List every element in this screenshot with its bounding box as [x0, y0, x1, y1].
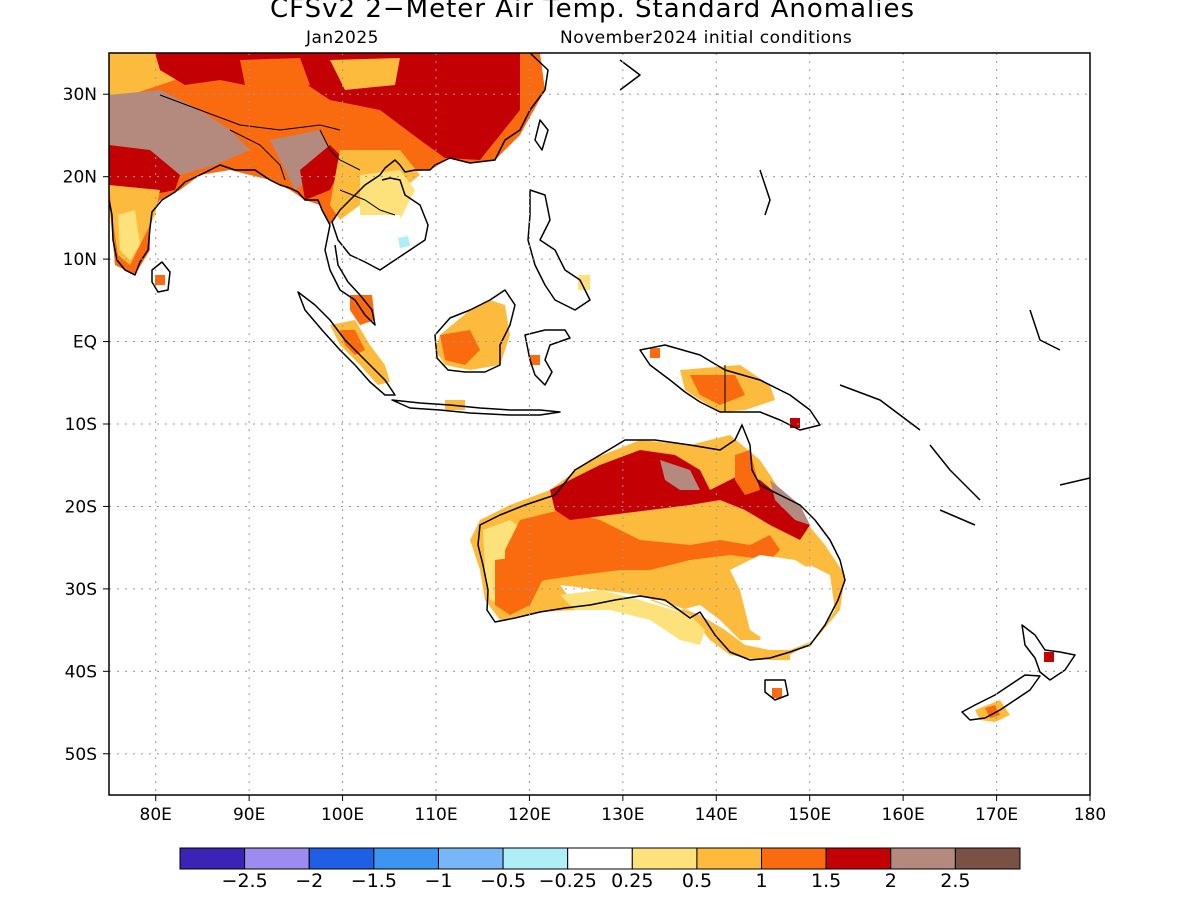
lat-tick-label: 40S [65, 662, 97, 682]
nz-anomaly-shading [975, 652, 1054, 722]
colorbar-label: 1 [755, 870, 768, 892]
colorbar-label: −2.5 [221, 870, 268, 892]
maritime-anomaly-shading [330, 275, 800, 428]
colorbar-swatch [567, 847, 633, 870]
colorbar-label: −2 [295, 870, 324, 892]
sulawesi-coastline [524, 329, 571, 386]
colorbar-swatch [502, 847, 569, 870]
colorbar-swatch [825, 847, 892, 870]
chart-title: CFSv2 2−Meter Air Temp. Standard Anomali… [269, 0, 915, 24]
colorbar-swatch [696, 847, 763, 870]
initial-conditions: November2024 initial conditions [560, 28, 853, 48]
lat-tick-label: 50S [65, 745, 97, 765]
coastlines [109, 53, 1090, 721]
nz-south-island-coastline [961, 674, 1041, 721]
colorbar-label: −0.25 [538, 870, 597, 892]
colorbar-label: 1.5 [811, 870, 842, 892]
lon-tick-label: 150E [788, 805, 831, 825]
colorbar-swatch [373, 847, 439, 870]
lon-tick-label: 130E [601, 805, 644, 825]
borneo-coastline [434, 289, 516, 373]
pacific-islands-coastline [619, 59, 1090, 526]
new-guinea-coastline [639, 344, 821, 431]
australia-coastline [477, 424, 846, 661]
lon-tick-label: 170E [975, 805, 1018, 825]
colorbar-label: −1 [424, 870, 453, 892]
malay-peninsula-coastline [324, 224, 376, 326]
colorbar-label: −1.5 [350, 870, 397, 892]
colorbar-swatch [954, 847, 1021, 870]
sumatra-coastline [297, 291, 396, 396]
colorbar-label: −0.5 [479, 870, 527, 892]
lat-tick-label: 20S [65, 497, 97, 517]
gridlines [103, 53, 1091, 801]
lon-tick-label: 120E [508, 805, 551, 825]
colorbar-swatch [761, 847, 827, 870]
lat-tick-label: EQ [73, 333, 97, 353]
asia-anomaly-shading [109, 53, 545, 285]
colorbar-swatch [437, 847, 504, 870]
colorbar-label: 2.5 [940, 870, 971, 892]
forecast-month: Jan2025 [306, 28, 379, 48]
asia-coastline [109, 53, 549, 276]
colorbar-swatch [631, 847, 698, 870]
taiwan-coastline [534, 119, 549, 151]
longitude-labels: 80E 90E 100E 110E 120E 130E 140E 150E 160E 170E 18… [140, 805, 1107, 825]
australia-anomaly-shading [470, 435, 845, 698]
tasmania-coastline [764, 679, 789, 701]
colorbar [179, 847, 1021, 870]
lon-tick-label: 160E [882, 805, 925, 825]
lon-tick-label: 80E [140, 805, 172, 825]
colorbar-label: 2 [884, 870, 897, 892]
colorbar-label: 0.25 [611, 870, 654, 892]
philippines-coastline [527, 189, 591, 311]
colorbar-swatch [244, 847, 310, 870]
latitude-labels: 30N 20N 10N EQ 10S 20S 30S 40S 50S [63, 85, 97, 765]
lon-tick-label: 180 [1074, 805, 1106, 825]
nz-north-island-coastline [1021, 624, 1076, 681]
colorbar-swatch [308, 847, 375, 870]
lat-tick-label: 10S [65, 415, 97, 435]
colorbar-swatch [179, 847, 246, 870]
map-layer [109, 53, 1090, 722]
lon-tick-label: 100E [321, 805, 364, 825]
sri-lanka-coastline [151, 261, 171, 293]
lat-tick-label: 10N [63, 250, 97, 270]
lat-tick-label: 20N [63, 168, 97, 188]
lat-tick-label: 30S [65, 580, 97, 600]
lat-tick-label: 30N [63, 85, 97, 105]
country-borders [159, 94, 726, 412]
colorbar-label: 0.5 [681, 870, 713, 892]
java-coastline [391, 399, 561, 416]
lon-tick-label: 90E [233, 805, 265, 825]
colorbar-swatch [890, 847, 956, 870]
plot-frame [108, 52, 1091, 796]
lon-tick-label: 140E [695, 805, 738, 825]
lon-tick-label: 110E [414, 805, 457, 825]
